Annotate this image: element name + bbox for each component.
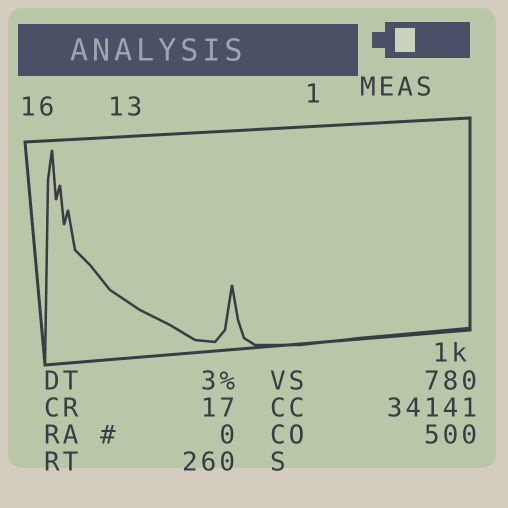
row-label2: CC — [270, 394, 307, 424]
status-b: 13 — [108, 93, 145, 123]
row-value: 3% — [201, 367, 238, 397]
status-count: 1 — [305, 80, 324, 110]
row-label: CR — [44, 394, 81, 424]
row-label: DT — [44, 367, 81, 397]
row-label2: CO — [270, 421, 307, 451]
row-label2: VS — [270, 367, 307, 397]
row-value2: 780 — [424, 367, 480, 397]
battery-icon — [372, 22, 470, 58]
status-mode: MEAS — [360, 73, 435, 103]
header-title: ANALYSIS — [70, 34, 247, 69]
row-label2: S — [270, 448, 289, 478]
row-value: 17 — [201, 394, 238, 424]
row-value2: 500 — [424, 421, 480, 451]
row-value2: 34141 — [387, 394, 480, 424]
row-value: 260 — [182, 448, 238, 478]
status-a: 16 — [20, 93, 57, 123]
row-label: RA # — [44, 421, 119, 451]
device-screen: ANALYSIS 16 13 1 MEAS 1k DT 3% VS 780 CR 17 CC… — [0, 0, 508, 508]
row-label: RT — [44, 448, 81, 478]
row-value: 0 — [219, 421, 238, 451]
readout-scale: 1k — [433, 339, 470, 369]
